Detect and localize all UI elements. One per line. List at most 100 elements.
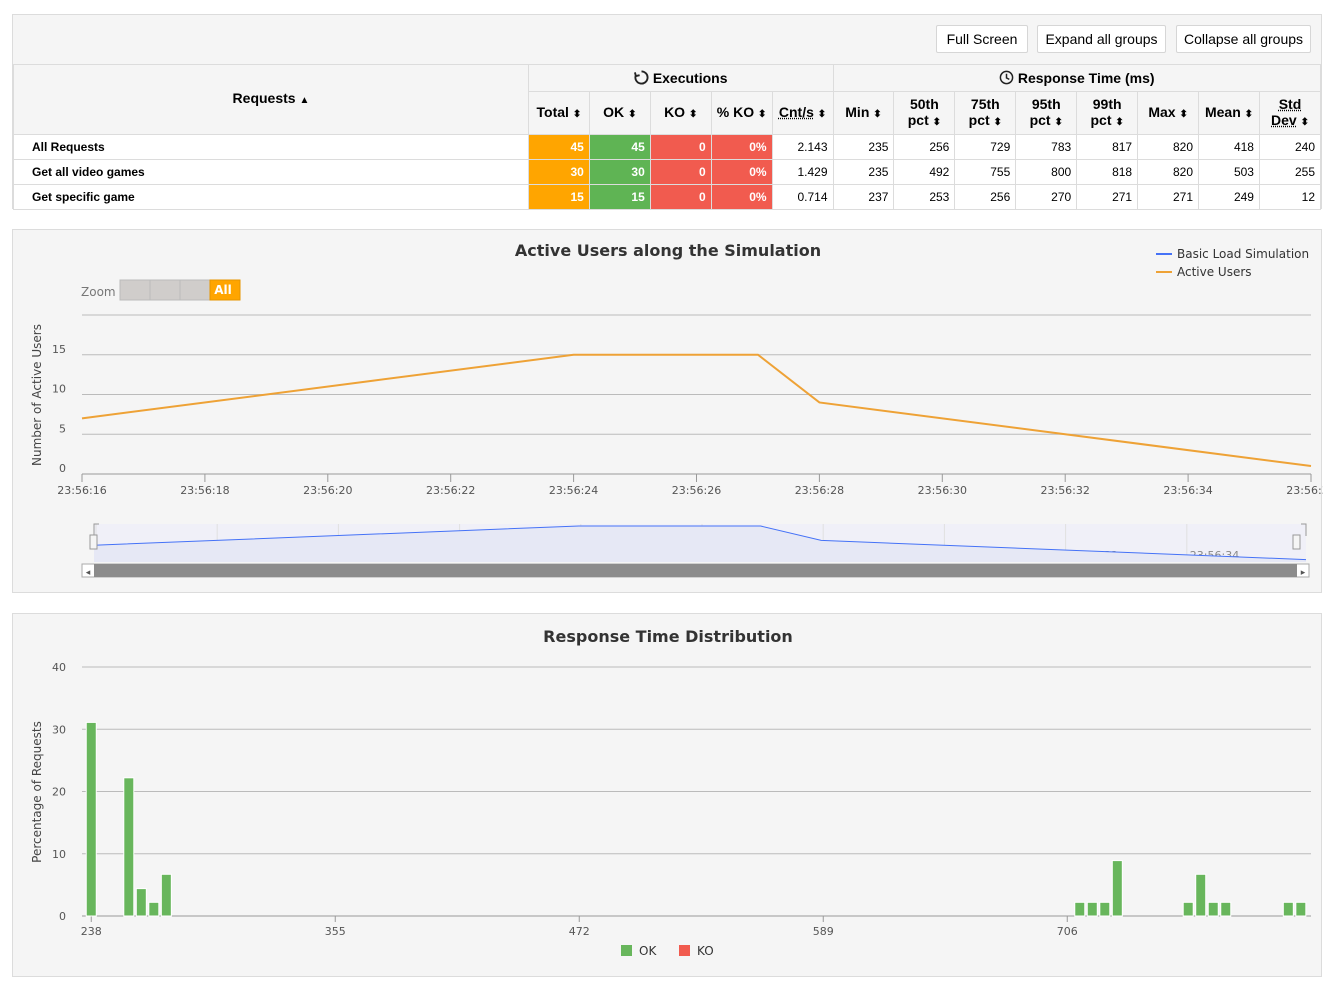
sort-icon: ⬍ (758, 108, 767, 120)
column-header-cnt-per-sec[interactable]: Cnt/s ⬍ (771, 91, 834, 135)
sort-icon: ⬍ (688, 108, 698, 120)
request-name[interactable]: Get specific game (13, 184, 529, 210)
table-row[interactable]: All Requests 45 45 0 0% 2.143 235 256 729 783 817 8… (13, 134, 1322, 160)
column-header-min[interactable]: Min ⬍ (832, 91, 895, 135)
histogram-bar-ok[interactable] (85, 721, 97, 917)
zoom-buttons: All (119, 279, 241, 301)
x-tick-label: 23:56:30 (918, 484, 967, 497)
cell-p99: 817 (1076, 134, 1139, 160)
full-screen-button[interactable]: Full Screen (936, 25, 1028, 53)
y-tick-label: 20 (52, 786, 66, 799)
cell-max: 271 (1137, 184, 1200, 210)
histogram-bar-ok[interactable] (1074, 901, 1086, 917)
cell-cnt-per-sec: 1.429 (771, 159, 834, 185)
y-axis-label: Percentage of Requests (30, 721, 44, 863)
y-tick-label: 0 (59, 462, 66, 475)
legend-item-basic-load[interactable]: Basic Load Simulation (1177, 247, 1309, 261)
x-tick-label: 238 (81, 925, 102, 938)
zoom-button-2[interactable] (149, 279, 181, 301)
x-tick-label: 23:56:16 (57, 484, 106, 497)
histogram-bar-ok[interactable] (135, 888, 147, 917)
histogram-bar-ok[interactable] (1182, 901, 1194, 917)
histogram-bar-ok[interactable] (160, 873, 172, 917)
column-header-label: Min (845, 103, 870, 120)
request-name[interactable]: All Requests (13, 134, 529, 160)
executions-header-label: Executions (652, 70, 728, 86)
request-name[interactable]: Get all video games (13, 159, 529, 185)
column-header-pct-ko[interactable]: % KO ⬍ (710, 91, 773, 135)
navigator-right-handle[interactable] (1292, 534, 1301, 550)
cell-pct-ko: 0% (710, 159, 773, 185)
histogram-bar-ok[interactable] (148, 901, 160, 917)
column-header-mean[interactable]: Mean ⬍ (1198, 91, 1260, 135)
chart-title: Active Users along the Simulation (515, 241, 821, 260)
legend-item-ok[interactable]: OK (639, 944, 657, 958)
scroll-right-arrow-icon[interactable]: ▸ (1301, 567, 1306, 577)
scroll-left-arrow-icon[interactable]: ◂ (86, 567, 91, 577)
x-tick-label: 23:56:34 (1163, 484, 1212, 497)
column-header-total[interactable]: Total ⬍ (527, 91, 590, 135)
column-header-label: 50th (909, 95, 939, 112)
histogram-bar-ok[interactable] (1111, 860, 1123, 917)
collapse-all-groups-button[interactable]: Collapse all groups (1176, 25, 1311, 53)
cell-p95: 800 (1015, 159, 1078, 185)
column-header-p75[interactable]: 75th pct ⬍ (954, 91, 1017, 135)
expand-all-groups-button[interactable]: Expand all groups (1037, 25, 1166, 53)
x-tick-label: 23:56:32 (1040, 484, 1089, 497)
column-header-p95[interactable]: 95th pct ⬍ (1015, 91, 1078, 135)
histogram-bar-ok[interactable] (1086, 901, 1098, 917)
y-axis-ticks: 0 10 20 30 40 (52, 661, 66, 923)
column-header-std-dev[interactable]: Std Dev ⬍ (1258, 91, 1322, 135)
navigator-scrollbar-thumb[interactable] (94, 564, 1297, 577)
column-header-label: pct (907, 111, 929, 128)
cell-p50: 253 (893, 184, 956, 210)
zoom-button-1[interactable] (119, 279, 151, 301)
column-header-label: Mean (1204, 103, 1241, 120)
cell-ok: 45 (588, 134, 651, 160)
navigator-area (94, 526, 1306, 562)
x-tick-label: 23:56:18 (180, 484, 229, 497)
x-tick-label: 23:56:20 (303, 484, 352, 497)
statistics-table: Requests ▲ Executions Response Time (m (13, 64, 1322, 210)
legend-item-ko[interactable]: KO (697, 944, 714, 958)
sort-icon: ⬍ (932, 116, 942, 128)
table-row[interactable]: Get all video games 30 30 0 0% 1.429 235 492 755… (13, 159, 1322, 185)
y-axis-ticks: 0 5 10 15 (52, 343, 66, 475)
x-tick-label: 23:56:22 (426, 484, 475, 497)
cell-ko: 0 (649, 134, 712, 160)
response-time-distribution-chart: Response Time Distribution Percentage of… (30, 627, 1311, 958)
cell-max: 820 (1137, 159, 1200, 185)
column-header-ok[interactable]: OK ⬍ (588, 91, 651, 135)
requests-column-header[interactable]: Requests ▲ (13, 64, 529, 135)
column-header-label: Cnt/s (778, 103, 814, 120)
histogram-bar-ok[interactable] (123, 777, 135, 917)
histogram-bar-ok[interactable] (1295, 901, 1307, 917)
series-line-active-users (81, 353, 1312, 468)
column-header-label: % KO (716, 103, 755, 120)
histogram-bar-ok[interactable] (1207, 901, 1219, 917)
column-header-label: OK (603, 103, 625, 120)
column-header-max[interactable]: Max ⬍ (1137, 91, 1200, 135)
column-header-p99[interactable]: 99th pct ⬍ (1076, 91, 1139, 135)
zoom-all-button[interactable] (209, 279, 241, 301)
zoom-button-3[interactable] (179, 279, 211, 301)
sort-asc-icon: ▲ (299, 95, 310, 106)
y-axis-label: Number of Active Users (30, 324, 44, 466)
cell-mean: 249 (1198, 184, 1260, 210)
table-row[interactable]: Get specific game 15 15 0 0% 0.714 237 253 256 27… (13, 184, 1322, 210)
column-header-p50[interactable]: 50th pct ⬍ (893, 91, 956, 135)
sort-icon: ⬍ (873, 108, 882, 120)
cell-total: 15 (527, 184, 590, 210)
sort-icon: ⬍ (1244, 108, 1254, 120)
y-tick-label: 15 (52, 343, 66, 356)
histogram-bar-ok[interactable] (1099, 901, 1111, 917)
navigator-left-handle[interactable] (89, 534, 98, 550)
column-header-label: 99th (1092, 95, 1122, 112)
column-header-ko[interactable]: KO ⬍ (649, 91, 712, 135)
time-navigator[interactable]: 23:56:1623:56:1823:56:2023:56:2223:56:24… (81, 523, 1310, 578)
histogram-bar-ok[interactable] (1220, 901, 1232, 917)
histogram-bar-ok[interactable] (1282, 901, 1294, 917)
legend-item-active-users[interactable]: Active Users (1177, 265, 1252, 279)
column-header-label: pct (1029, 111, 1051, 128)
histogram-bar-ok[interactable] (1195, 873, 1207, 917)
